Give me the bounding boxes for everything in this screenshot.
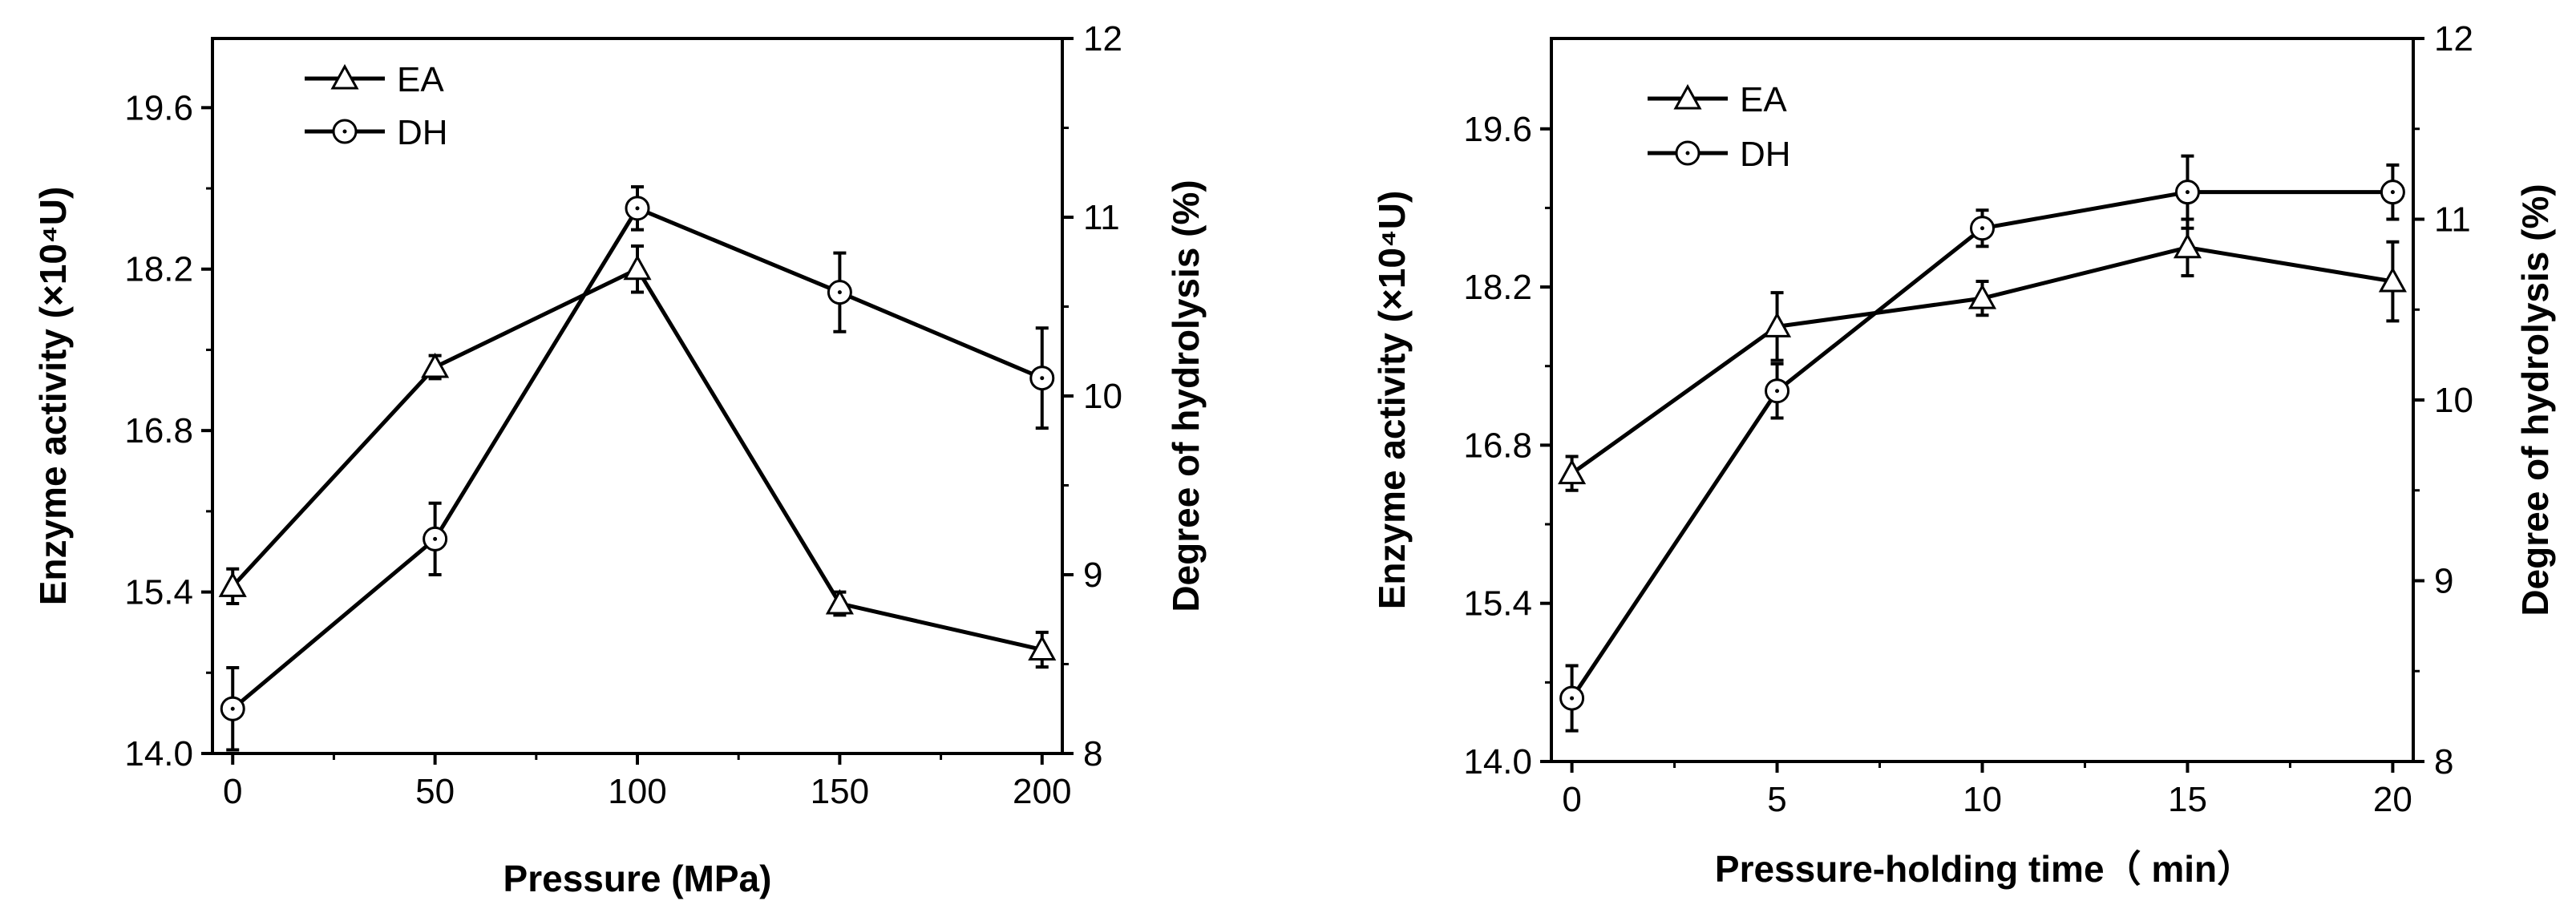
legend: EA DH (1648, 80, 1791, 174)
legend-marker-dh-dot (342, 129, 347, 134)
y-right-tick-label: 11 (2434, 200, 2471, 240)
y-left-tick-label: 19.6 (1463, 110, 1532, 149)
legend-marker-dh-dot (1685, 151, 1690, 156)
y-left-tick-label: 14.0 (1463, 742, 1532, 782)
y-right-tick-label: 8 (2434, 742, 2453, 782)
data-point-dh-dot (1775, 389, 1780, 394)
y-right-tick-label: 12 (2434, 19, 2473, 59)
data-point-ea (1558, 458, 1587, 485)
x-tick-label: 0 (223, 772, 242, 811)
x-tick-label: 150 (811, 772, 869, 811)
x-axis-title: Pressure (MPa) (503, 858, 772, 899)
data-point-ea (1967, 284, 1997, 309)
y-right-tick-label: 10 (2434, 381, 2473, 420)
data-point-dh-dot (837, 290, 842, 295)
data-point-dh-dot (1980, 226, 1984, 231)
data-point-dh-dot (433, 536, 438, 541)
y-right-tick-label: 12 (1083, 19, 1122, 59)
legend-label-ea: EA (1740, 80, 1787, 119)
data-point-dh-dot (2185, 190, 2190, 195)
y-left-tick-label: 14.0 (124, 734, 193, 774)
x-tick-label: 10 (1963, 780, 2002, 819)
legend-marker-ea (1673, 83, 1702, 110)
data-point-dh-dot (1040, 376, 1045, 381)
data-point-ea (421, 352, 450, 378)
y-left-tick-label: 18.2 (124, 250, 193, 289)
axis-ticks: 0 5 10 15 20 14.0 15.4 16.8 18.2 19.6 8 9 10 11 12 (1463, 19, 2473, 819)
legend-label-dh: DH (397, 113, 448, 152)
y-left-tick-label: 19.6 (124, 88, 193, 127)
data-point-ea (623, 254, 652, 281)
data-point-ea (2173, 232, 2202, 259)
x-tick-label: 5 (1767, 780, 1786, 819)
data-point-ea (825, 588, 854, 615)
data-point-ea (218, 572, 247, 597)
x-tick-label: 200 (1013, 772, 1071, 811)
data-point-dh-dot (2390, 190, 2395, 195)
axis-ticks: 0 50 100 150 200 14.0 15.4 16.8 18.2 19.6 8 9 10 11 12 (124, 19, 1122, 811)
y-left-tick-label: 18.2 (1463, 268, 1532, 307)
y-axis-title-right: Degree of hydrolysis (%) (2514, 184, 2556, 616)
y-axis-title-left: Enzyme activity (×10⁴U) (1371, 191, 1413, 610)
data-point-dh-dot (635, 206, 640, 211)
x-tick-label: 0 (1562, 780, 1581, 819)
data-point-dh-dot (230, 706, 235, 711)
series-line-dh (1570, 190, 2393, 700)
chart-holding-time: 0 5 10 15 20 14.0 15.4 16.8 18.2 19.6 8 9 10 11 12 EA D… (1371, 19, 2556, 890)
y-right-tick-label: 11 (1083, 198, 1120, 237)
x-axis-title: Pressure-holding time（ min） (1715, 848, 2254, 890)
legend-marker-ea (330, 63, 359, 90)
legend-label-dh: DH (1740, 135, 1791, 174)
data-point-ea (1762, 312, 1792, 337)
y-left-tick-label: 16.8 (1463, 426, 1532, 465)
x-tick-label: 50 (415, 772, 455, 811)
y-right-tick-label: 10 (1083, 377, 1122, 416)
y-axis-title-right: Degree of hydrolysis (%) (1165, 180, 1207, 612)
x-tick-label: 15 (2168, 780, 2207, 819)
x-tick-label: 100 (608, 772, 666, 811)
y-right-tick-label: 9 (1083, 555, 1102, 595)
y-left-tick-label: 16.8 (124, 411, 193, 450)
x-tick-label: 20 (2373, 780, 2412, 819)
legend: EA DH (305, 60, 448, 152)
y-right-tick-label: 9 (2434, 562, 2453, 601)
legend-label-ea: EA (397, 60, 444, 99)
plot-area (218, 185, 1057, 752)
y-left-tick-label: 15.4 (1463, 584, 1532, 624)
data-point-dh-dot (1570, 696, 1575, 701)
plot-area (1558, 154, 2407, 733)
y-axis-title-left: Enzyme activity (×10⁴U) (32, 187, 74, 606)
y-left-tick-label: 15.4 (124, 573, 193, 612)
y-right-tick-label: 8 (1083, 734, 1102, 774)
data-point-ea (1028, 635, 1057, 661)
chart-pressure: 0 50 100 150 200 14.0 15.4 16.8 18.2 19.6 8 9 10 11 12… (32, 19, 1207, 899)
plot-frame (211, 37, 1064, 755)
data-point-ea (2378, 266, 2407, 293)
